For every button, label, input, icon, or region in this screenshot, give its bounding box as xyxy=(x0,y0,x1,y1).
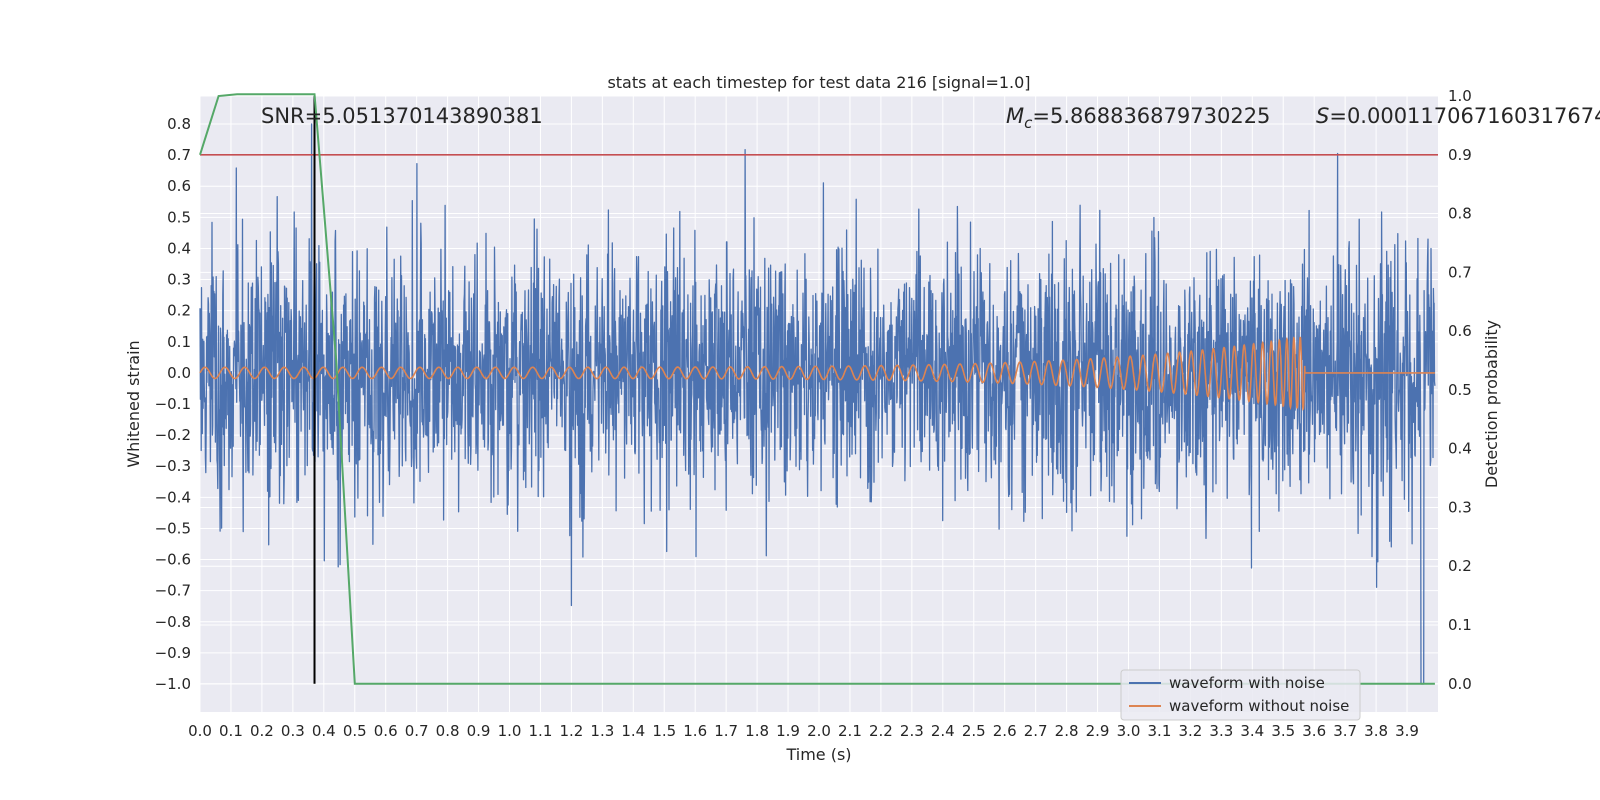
right-y-tick-label: 0.8 xyxy=(1448,205,1472,223)
left-y-tick-label: 0.1 xyxy=(167,333,191,351)
x-tick-label: 0.9 xyxy=(467,722,491,740)
left-y-tick-label: 0.7 xyxy=(167,146,191,164)
legend-box xyxy=(1120,669,1361,721)
x-tick-label: 0.7 xyxy=(405,722,429,740)
right-y-tick-label: 1.0 xyxy=(1448,87,1472,105)
right-y-tick-label: 0.7 xyxy=(1448,263,1472,281)
right-y-tick-label: 0.9 xyxy=(1448,146,1472,164)
left-y-tick-label: 0.8 xyxy=(167,115,191,133)
right-y-tick-label: 0.5 xyxy=(1448,381,1472,399)
left-y-tick-label: −0.3 xyxy=(155,457,191,475)
x-tick-label: 3.5 xyxy=(1271,722,1295,740)
x-tick-label: 1.9 xyxy=(776,722,800,740)
x-tick-label: 3.1 xyxy=(1148,722,1172,740)
x-tick-label: 2.7 xyxy=(1024,722,1048,740)
right-y-tick-label: 0.0 xyxy=(1448,675,1472,693)
left-y-tick-label: −0.1 xyxy=(155,395,191,413)
x-tick-label: 1.2 xyxy=(559,722,583,740)
x-tick-label: 2.8 xyxy=(1055,722,1079,740)
x-tick-label: 2.1 xyxy=(838,722,862,740)
chirp-mass-annotation: Mc=5.868836879730225 xyxy=(1006,104,1270,132)
x-tick-label: 0.3 xyxy=(281,722,305,740)
left-y-tick-label: 0.2 xyxy=(167,302,191,320)
x-tick-label: 1.7 xyxy=(714,722,738,740)
left-y-tick-label: 0.6 xyxy=(167,177,191,195)
x-tick-label: 3.6 xyxy=(1302,722,1326,740)
x-tick-label: 3.3 xyxy=(1209,722,1233,740)
x-tick-label: 1.0 xyxy=(498,722,522,740)
x-tick-label: 2.9 xyxy=(1086,722,1110,740)
left-y-tick-label: 0.0 xyxy=(167,364,191,382)
chart-title: stats at each timestep for test data 216… xyxy=(607,73,1030,92)
right-y-axis-label: Detection probability xyxy=(1482,320,1501,488)
waveform-without-noise-line xyxy=(199,336,1435,411)
x-tick-label: 0.2 xyxy=(250,722,274,740)
x-tick-label: 3.9 xyxy=(1395,722,1419,740)
detection-probability-series xyxy=(199,93,1438,685)
x-tick-label: 2.2 xyxy=(869,722,893,740)
left-y-tick-label: −0.6 xyxy=(155,551,191,569)
left-y-axis-label: Whitened strain xyxy=(124,340,143,467)
right-y-tick-label: 0.6 xyxy=(1448,322,1472,340)
snr-annotation: SNR=5.051370143890381 xyxy=(261,104,543,128)
waveform-with-noise-line xyxy=(199,123,1436,685)
right-y-axis-ticks: 1.0 0.9 0.8 0.7 0.6 0.5 0.4 0.3 0.2 0.1 0.0 xyxy=(1448,87,1472,693)
legend-label-clean: waveform without noise xyxy=(1169,697,1349,715)
x-tick-label: 0.6 xyxy=(374,722,398,740)
x-tick-label: 0.5 xyxy=(343,722,367,740)
score-symbol: S xyxy=(1316,104,1329,128)
left-y-axis-ticks: 0.8 0.7 0.6 0.5 0.4 0.3 0.2 0.1 0.0 −0.1 −0.2 −0.3 −… xyxy=(155,115,191,693)
x-tick-label: 3.4 xyxy=(1240,722,1264,740)
chirp-mass-symbol: M xyxy=(1006,104,1024,128)
x-tick-label: 2.3 xyxy=(900,722,924,740)
waveform-with-noise-series xyxy=(199,123,1436,685)
x-tick-label: 1.6 xyxy=(683,722,707,740)
x-tick-label: 0.1 xyxy=(219,722,243,740)
right-y-tick-label: 0.1 xyxy=(1448,616,1472,634)
x-tick-label: 0.4 xyxy=(312,722,336,740)
right-y-tick-label: 0.2 xyxy=(1448,557,1472,575)
x-tick-label: 1.8 xyxy=(745,722,769,740)
left-y-tick-label: 0.5 xyxy=(167,208,191,226)
x-tick-label: 1.5 xyxy=(652,722,676,740)
x-tick-label: 3.0 xyxy=(1117,722,1141,740)
chirp-mass-value: =5.868836879730225 xyxy=(1032,104,1270,128)
detection-probability-line xyxy=(199,93,1435,685)
x-tick-label: 3.8 xyxy=(1364,722,1388,740)
x-tick-label: 2.6 xyxy=(993,722,1017,740)
score-annotation: S=0.00011706716031767428 xyxy=(1316,104,1600,128)
waveform-without-noise-series xyxy=(199,336,1435,411)
right-y-tick-label: 0.3 xyxy=(1448,498,1472,516)
x-tick-label: 1.1 xyxy=(529,722,553,740)
x-axis-label: Time (s) xyxy=(785,745,851,764)
left-y-tick-label: −0.7 xyxy=(155,582,191,600)
legend-label-noisy: waveform with noise xyxy=(1169,674,1325,692)
x-axis-ticks: 0.0 0.1 0.2 0.3 0.4 0.5 0.6 0.7 0.8 0.9 1.0 1.1 1.2 1… xyxy=(188,722,1419,740)
legend: waveform with noise waveform without noi… xyxy=(1120,669,1361,721)
x-tick-label: 2.0 xyxy=(807,722,831,740)
x-tick-label: 0.8 xyxy=(436,722,460,740)
score-value: =0.00011706716031767428 xyxy=(1329,104,1600,128)
x-tick-label: 1.4 xyxy=(621,722,645,740)
x-tick-label: 0.0 xyxy=(188,722,212,740)
left-y-tick-label: 0.4 xyxy=(167,239,191,257)
left-y-tick-label: −0.4 xyxy=(155,488,191,506)
x-tick-label: 2.4 xyxy=(931,722,955,740)
x-tick-label: 3.2 xyxy=(1178,722,1202,740)
left-y-tick-label: −0.5 xyxy=(155,519,191,537)
x-tick-label: 2.5 xyxy=(962,722,986,740)
left-y-tick-label: −1.0 xyxy=(155,675,191,693)
right-y-tick-label: 0.4 xyxy=(1448,440,1472,458)
chirp-mass-subscript: c xyxy=(1024,114,1033,132)
x-tick-label: 3.7 xyxy=(1333,722,1357,740)
x-tick-label: 1.3 xyxy=(590,722,614,740)
left-y-tick-label: −0.8 xyxy=(155,613,191,631)
left-y-tick-label: −0.9 xyxy=(155,644,191,662)
left-y-tick-label: 0.3 xyxy=(167,271,191,289)
left-y-tick-label: −0.2 xyxy=(155,426,191,444)
